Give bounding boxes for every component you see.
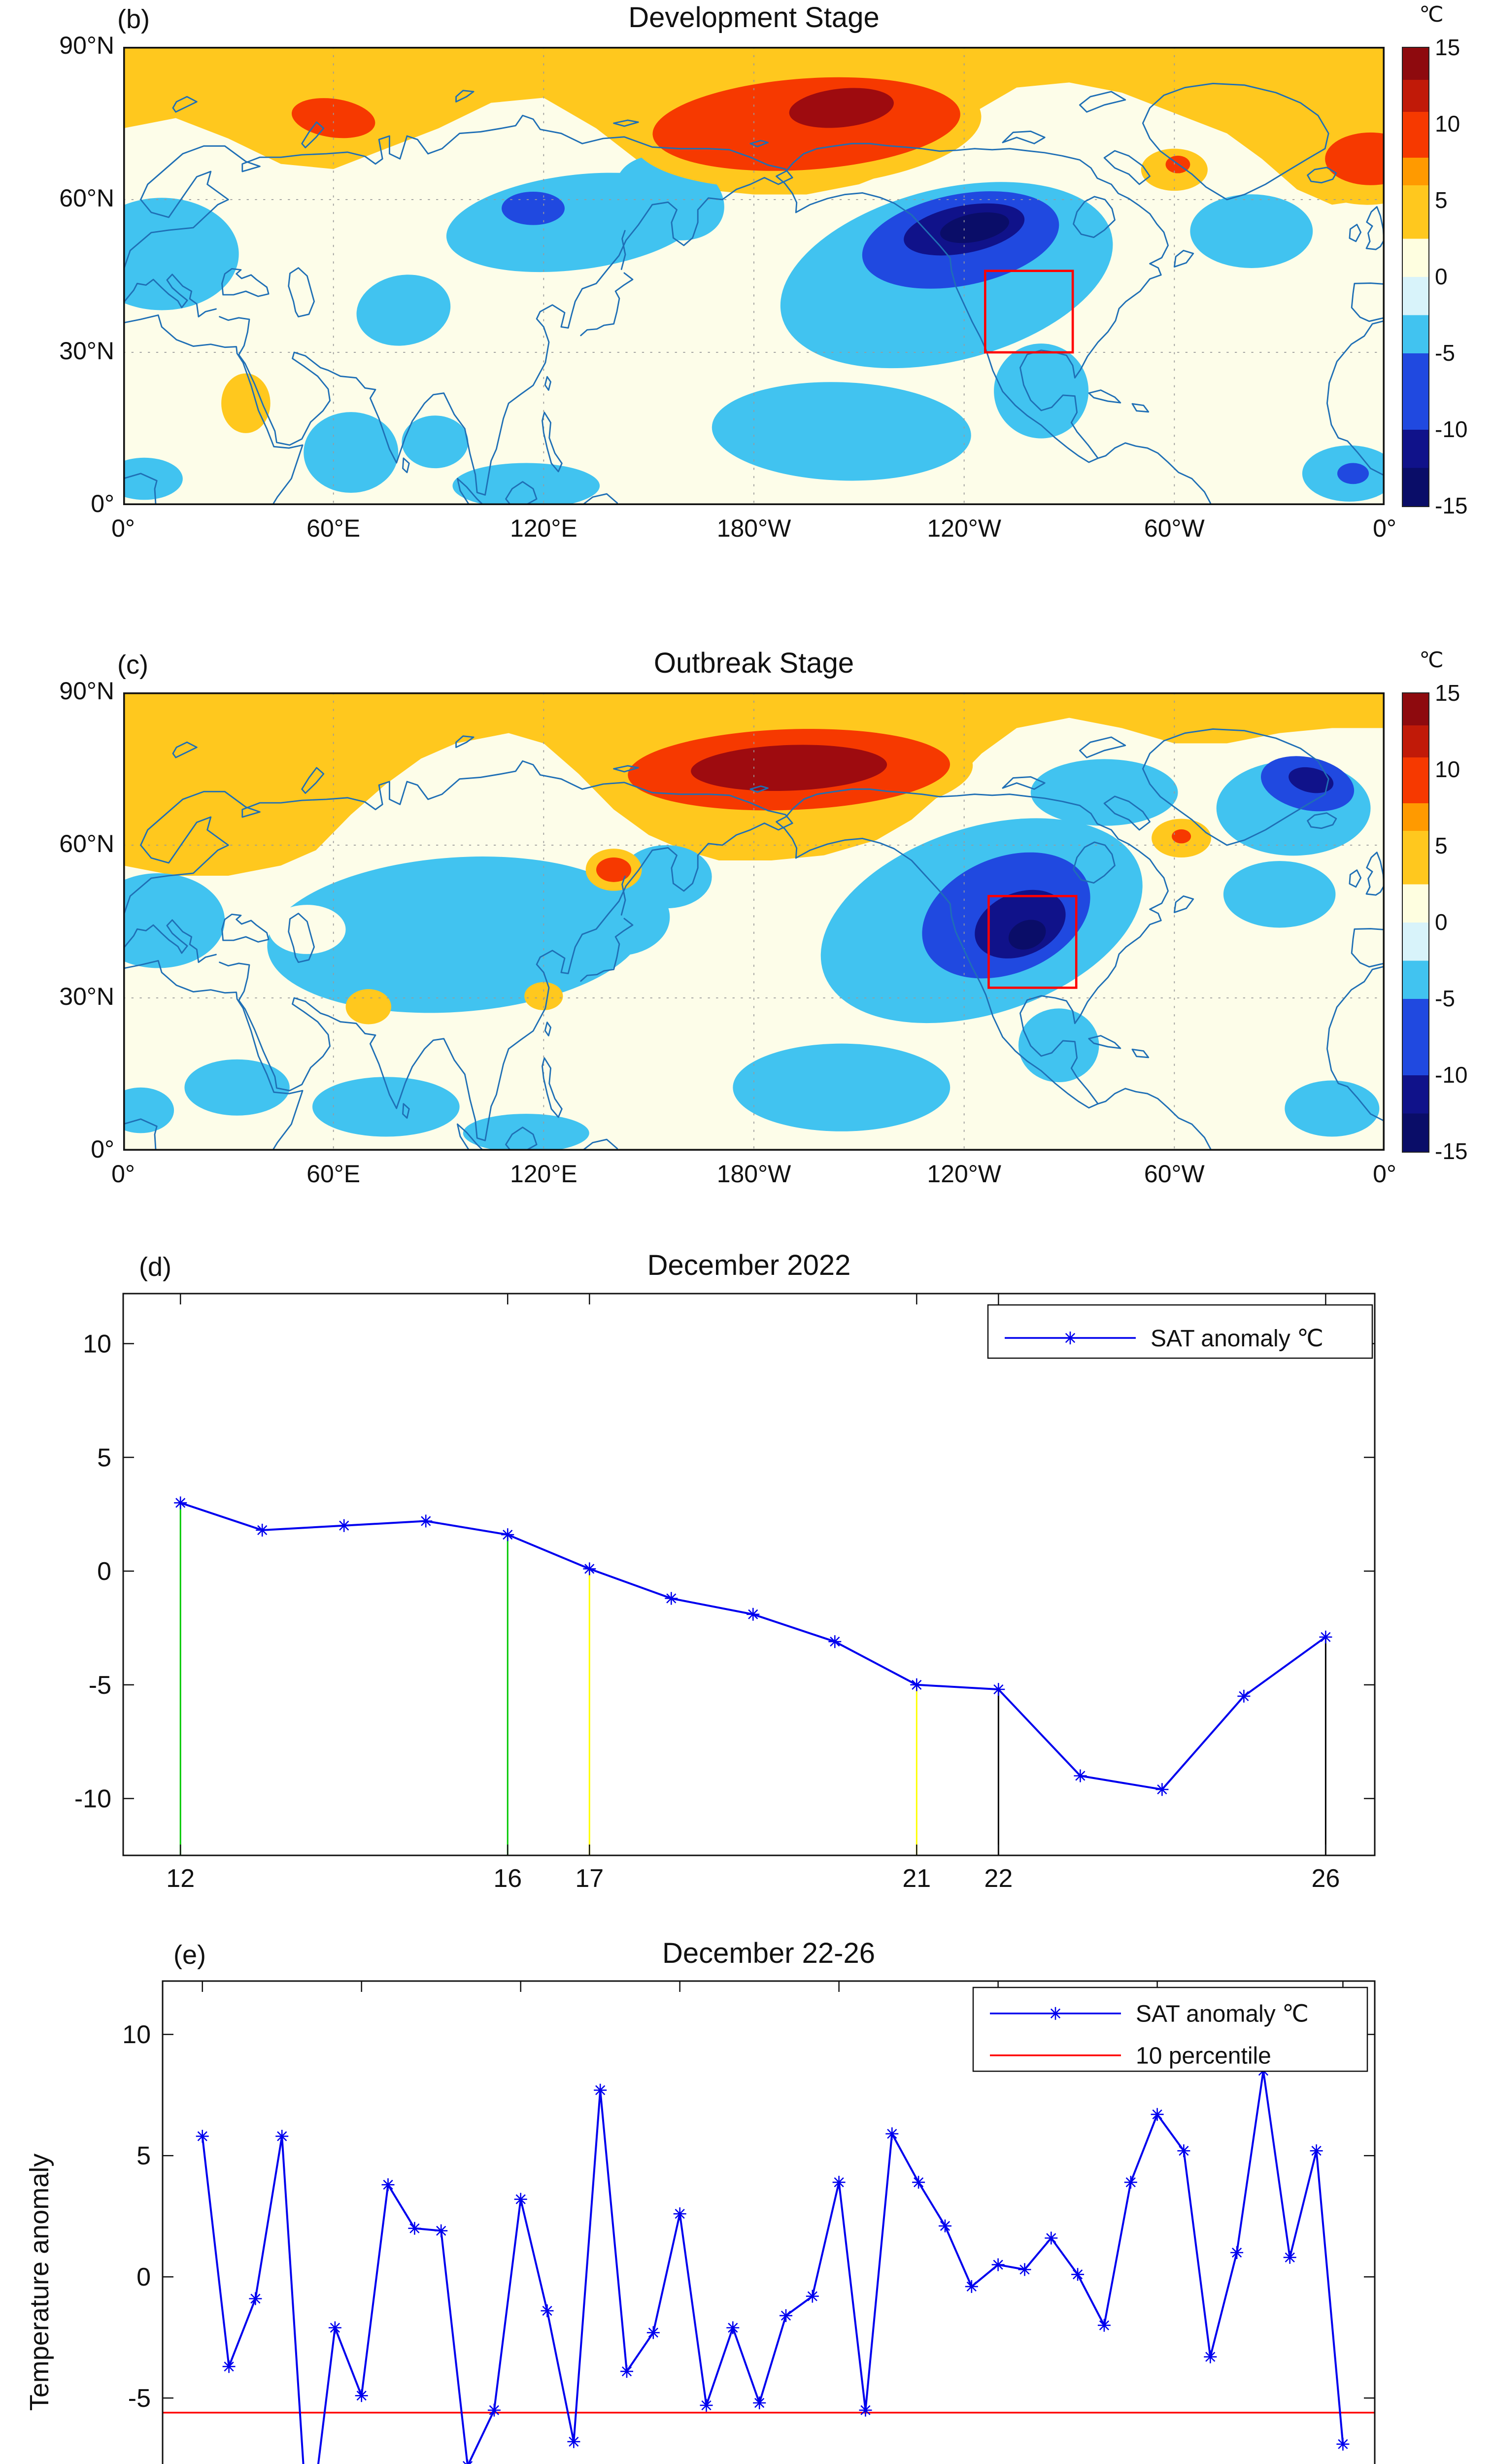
svg-text:-10: -10: [74, 1785, 111, 1814]
svg-text:SAT anomaly ℃: SAT anomaly ℃: [1151, 1326, 1323, 1352]
svg-text:21: 21: [902, 1864, 931, 1893]
map-c-colorbar-tick-label: 5: [1435, 833, 1448, 858]
map-b-lon-tick-label: 60°E: [306, 514, 361, 542]
map-b-lon-tick-label: 120°E: [509, 514, 577, 542]
map-b-colorbar-tick-label: 15: [1435, 34, 1460, 60]
svg-text:12: 12: [166, 1864, 195, 1893]
svg-text:5: 5: [136, 2142, 151, 2170]
panel-c-label: (c): [117, 650, 148, 680]
svg-text:16: 16: [493, 1864, 522, 1893]
panel-e-label: (e): [173, 1940, 206, 1970]
map-b-colorbar-tick-label: -15: [1435, 493, 1468, 518]
map-c-lon-tick-label: 60°E: [306, 1160, 361, 1188]
map-c-colorbar-tick-label: -10: [1435, 1062, 1468, 1088]
svg-text:-5: -5: [128, 2384, 151, 2413]
map-b-lon-tick-label: 0°: [1373, 514, 1396, 542]
map-b-canvas: [123, 47, 1385, 505]
map-c-lon-tick-label: 120°E: [509, 1160, 577, 1188]
map-c-colorbar-tick-label: 0: [1435, 909, 1448, 935]
svg-text:-5: -5: [89, 1671, 111, 1700]
map-c-lat-tick-label: 0°: [91, 1135, 114, 1163]
svg-text:17: 17: [575, 1864, 604, 1893]
map-c-lat-tick-label: 60°N: [59, 830, 114, 857]
svg-text:10 percentile: 10 percentile: [1136, 2043, 1271, 2069]
svg-text:10: 10: [122, 2020, 151, 2049]
map-b-colorbar-tick-label: 10: [1435, 111, 1460, 137]
map-b-colorbar-tick-label: -10: [1435, 416, 1468, 442]
map-c-lat-tick-label: 90°N: [59, 677, 114, 705]
panel-b-colorbar-unit: ℃: [1419, 2, 1444, 27]
map-c-lat-tick-label: 30°N: [59, 983, 114, 1010]
panel-c-colorbar-unit: ℃: [1419, 648, 1444, 672]
svg-text:SAT anomaly ℃: SAT anomaly ℃: [1136, 2001, 1309, 2027]
map-b-colorbar-tick-label: 5: [1435, 187, 1448, 213]
panel-b-title: Development Stage: [628, 1, 880, 34]
map-b-lon-tick-label: 0°: [111, 514, 135, 542]
svg-text:10: 10: [83, 1330, 111, 1359]
panel-b-label: (b): [117, 4, 150, 34]
chart-e-canvas: 197919851991199720032009201520221050-5-1…: [122, 1980, 1376, 2464]
map-c-colorbar-tick-label: -15: [1435, 1138, 1468, 1164]
map-c-lon-tick-label: 120°W: [927, 1160, 1001, 1188]
panel-d-label: (d): [139, 1252, 171, 1282]
panel-c-title: Outbreak Stage: [653, 647, 854, 679]
panel-d-title: December 2022: [647, 1249, 851, 1281]
svg-text:0: 0: [97, 1557, 111, 1586]
panel-e-title: December 22-26: [662, 1937, 875, 1969]
map-c-colorbar-tick-label: 10: [1435, 756, 1460, 782]
map-b-lat-tick-label: 0°: [91, 490, 114, 517]
svg-text:26: 26: [1311, 1864, 1340, 1893]
svg-text:5: 5: [97, 1443, 111, 1472]
map-c-canvas: [123, 692, 1385, 1151]
map-c-colorbar-tick-label: -5: [1435, 986, 1455, 1011]
map-c-colorbar-tick-label: 15: [1435, 680, 1460, 706]
map-b-lat-tick-label: 90°N: [59, 32, 114, 59]
map-b-lon-tick-label: 120°W: [927, 514, 1001, 542]
map-b-lat-tick-label: 30°N: [59, 337, 114, 365]
svg-text:22: 22: [984, 1864, 1013, 1893]
svg-text:0: 0: [136, 2263, 151, 2292]
map-c-lon-tick-label: 0°: [111, 1160, 135, 1188]
colorbar-b: [1402, 47, 1429, 507]
map-b-lon-tick-label: 180°W: [716, 514, 791, 542]
colorbar-c: [1402, 692, 1429, 1153]
map-c-lon-tick-label: 60°W: [1144, 1160, 1205, 1188]
map-c-lon-tick-label: 0°: [1373, 1160, 1396, 1188]
map-b-colorbar-tick-label: -5: [1435, 340, 1455, 366]
map-c-lon-tick-label: 180°W: [716, 1160, 791, 1188]
map-b-colorbar-tick-label: 0: [1435, 264, 1448, 289]
chart-d-canvas: 12 16 17 21 22 26 10 5 0 -5 -10 SAT anomaly ℃: [74, 1293, 1376, 1893]
map-b-lon-tick-label: 60°W: [1144, 514, 1205, 542]
map-b-lat-tick-label: 60°N: [59, 184, 114, 212]
